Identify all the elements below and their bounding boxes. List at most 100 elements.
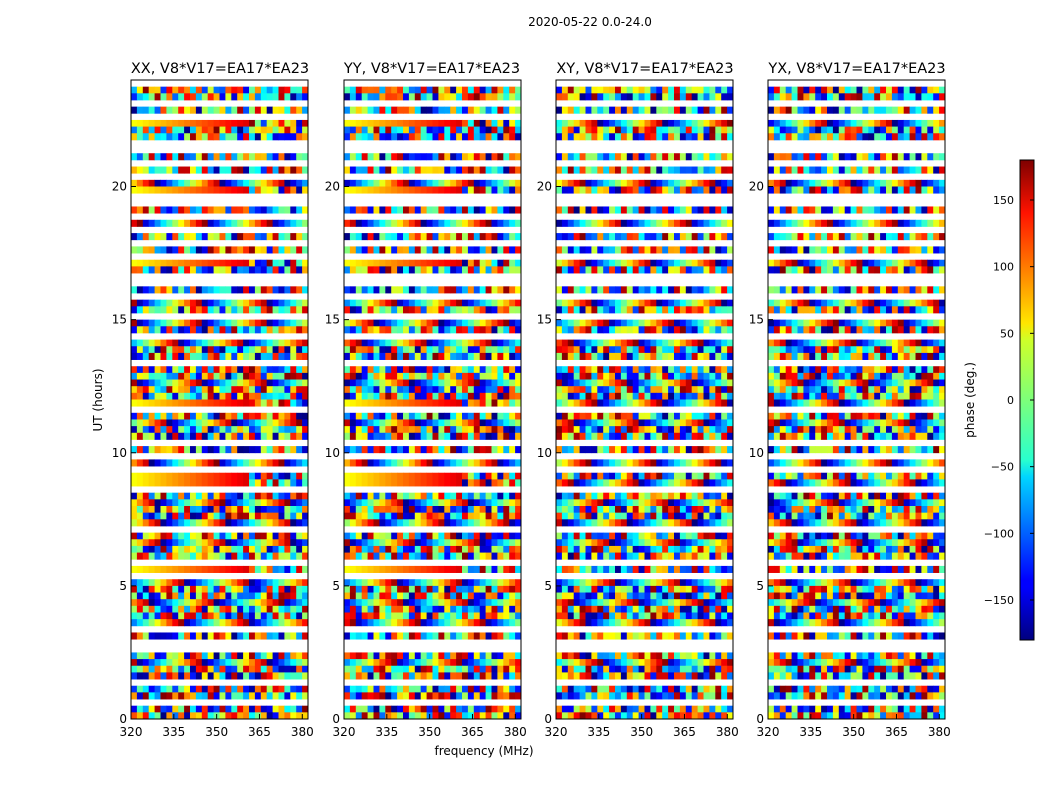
- heat-cell: [131, 326, 138, 334]
- heat-cell: [355, 319, 363, 327]
- heat-cell: [503, 612, 510, 620]
- heat-cell: [397, 426, 404, 434]
- heat-cell: [379, 246, 386, 254]
- heat-cell: [254, 259, 262, 267]
- heat-cell: [697, 372, 704, 380]
- heat-cell: [231, 206, 238, 214]
- heat-cell: [644, 366, 651, 374]
- heat-cell: [237, 266, 244, 274]
- x-tick-label: 350: [418, 725, 441, 739]
- heat-cell: [136, 552, 144, 560]
- heat-cell: [373, 659, 380, 667]
- heat-cell: [408, 219, 416, 227]
- heat-cell: [573, 346, 580, 354]
- heat-cell: [515, 446, 522, 454]
- heat-cell: [456, 685, 463, 693]
- heat-cell: [691, 233, 698, 241]
- heat-cell: [225, 86, 232, 94]
- heat-cell: [184, 106, 191, 114]
- heat-cell: [296, 499, 303, 507]
- heat-cell: [254, 399, 262, 407]
- heat-cell: [207, 153, 214, 161]
- heat-cell: [632, 459, 639, 467]
- heat-cell: [638, 419, 645, 427]
- heat-cell: [632, 412, 639, 420]
- heat-cell: [148, 266, 155, 274]
- heat-cell: [656, 386, 663, 394]
- heat-cell: [379, 472, 386, 480]
- heat-cell: [579, 306, 586, 314]
- heat-cell: [408, 379, 416, 387]
- heat-cell: [266, 126, 273, 134]
- heat-cell: [260, 299, 268, 307]
- heat-cell: [367, 632, 374, 640]
- heat-cell: [355, 86, 363, 94]
- heat-cell: [190, 672, 197, 680]
- heat-cell: [201, 592, 209, 600]
- heat-cell: [491, 432, 498, 440]
- heat-cell: [432, 579, 439, 587]
- heat-cell: [615, 432, 622, 440]
- heat-cell: [444, 286, 451, 294]
- heat-cell: [585, 119, 592, 127]
- heat-cell: [249, 492, 256, 500]
- heat-cell: [184, 705, 191, 713]
- heat-cell: [515, 619, 522, 627]
- heat-cell: [195, 632, 203, 640]
- heat-cell: [148, 612, 155, 620]
- heat-cell: [450, 339, 457, 347]
- heat-cell: [190, 412, 197, 420]
- heat-cell: [355, 206, 363, 214]
- heat-cell: [391, 219, 398, 227]
- heat-cell: [485, 492, 492, 500]
- heat-cell: [302, 366, 309, 374]
- heat-cell: [154, 599, 161, 607]
- heat-cell: [302, 259, 309, 267]
- heat-cell: [391, 499, 398, 507]
- heat-cell: [450, 166, 457, 174]
- heat-cell: [266, 206, 273, 214]
- heat-cell: [355, 545, 363, 553]
- heat-cell: [154, 446, 161, 454]
- heat-cell: [444, 153, 451, 161]
- heat-cell: [679, 432, 687, 440]
- heat-cell: [715, 219, 722, 227]
- heat-cell: [302, 619, 309, 627]
- heat-cell: [302, 585, 309, 593]
- heat-cell: [420, 392, 427, 400]
- heat-cell: [450, 712, 457, 720]
- heat-cell: [438, 459, 445, 467]
- heat-cell: [302, 519, 309, 527]
- heat-cell: [184, 379, 191, 387]
- heat-cell: [195, 712, 203, 720]
- heat-cell: [184, 665, 191, 673]
- heat-cell: [467, 372, 475, 380]
- heat-cell: [249, 126, 256, 134]
- heat-cell: [597, 133, 604, 141]
- heat-cell: [403, 619, 410, 627]
- heat-cell: [131, 652, 138, 660]
- heat-cell: [473, 386, 481, 394]
- heat-cell: [456, 379, 463, 387]
- heat-cell: [207, 412, 214, 420]
- heat-cell: [131, 499, 138, 507]
- heat-cell: [266, 119, 273, 127]
- heat-cell: [674, 179, 681, 187]
- heat-cell: [479, 233, 486, 241]
- heat-cell: [426, 133, 433, 141]
- heat-cell: [160, 446, 167, 454]
- heat-cell: [154, 605, 161, 613]
- heat-cell: [432, 386, 439, 394]
- heat-cell: [403, 519, 410, 527]
- heat-cell: [385, 106, 392, 114]
- heat-cell: [456, 266, 463, 274]
- heat-cell: [355, 119, 363, 127]
- heat-cell: [190, 386, 197, 394]
- heat-cell: [456, 86, 463, 94]
- heat-cell: [456, 579, 463, 587]
- heat-cell: [408, 399, 416, 407]
- heat-cell: [249, 472, 256, 480]
- heat-cell: [420, 186, 427, 194]
- heat-cell: [473, 246, 481, 254]
- heat-cell: [254, 459, 262, 467]
